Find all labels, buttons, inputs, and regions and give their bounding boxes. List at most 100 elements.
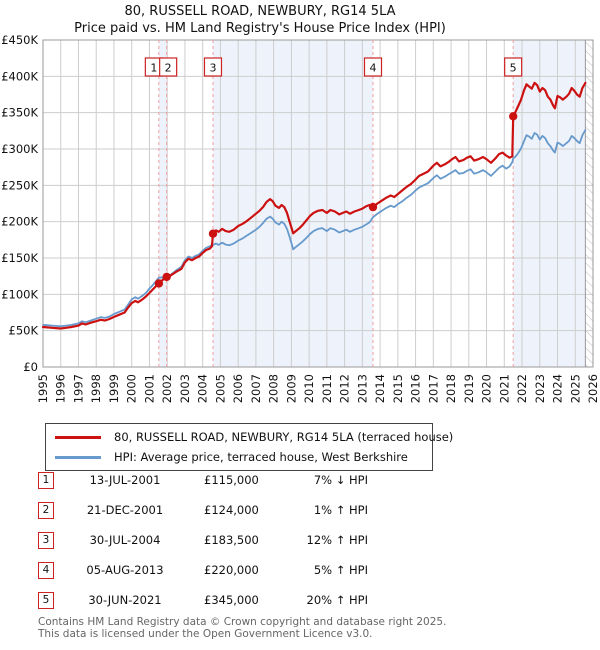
price-history-chart: 1 2 3 4 5 £0 £50K £100K £150K £200K £250K £300K £350… xyxy=(1,33,600,403)
y-tick-label: £250K xyxy=(1,178,38,192)
sale-price: £220,000 xyxy=(204,563,259,577)
sale-marker-badge-4: 4 xyxy=(363,57,383,77)
transaction-row-3: 3 30-JUL-2004 £183,500 12% ↑ HPI xyxy=(0,526,600,556)
sale-vs-hpi: 1% ↑ HPI xyxy=(313,503,368,517)
sale-price: £345,000 xyxy=(204,593,259,607)
x-tick-label: 2010 xyxy=(302,374,316,403)
sale-price: £183,500 xyxy=(204,533,259,547)
y-tick-label: £200K xyxy=(1,215,38,229)
row-number-badge: 5 xyxy=(38,592,54,609)
x-tick-label: 2015 xyxy=(391,374,405,403)
sale-point-3 xyxy=(208,229,218,238)
x-tick-label: 1995 xyxy=(36,374,50,403)
x-tick-label: 2020 xyxy=(480,374,494,403)
x-tick-label: 1998 xyxy=(89,374,103,403)
transaction-row-2: 2 21-DEC-2001 £124,000 1% ↑ HPI xyxy=(0,496,600,526)
sale-date: 21-DEC-2001 xyxy=(86,503,164,517)
x-tick-label: 2007 xyxy=(249,374,263,403)
x-tick-label: 2000 xyxy=(125,374,139,403)
transactions-table: 1 13-JUL-2001 £115,000 7% ↓ HPI 2 21-DEC-2001… xyxy=(0,466,600,616)
red-line-swatch xyxy=(55,435,101,439)
x-tick-label: 2014 xyxy=(373,374,387,403)
transaction-row-5: 5 30-JUN-2021 £345,000 20% ↑ HPI xyxy=(0,586,600,616)
sale-point-5 xyxy=(509,112,518,121)
y-tick-label: £150K xyxy=(1,251,38,265)
sale-date: 13-JUL-2001 xyxy=(89,473,161,487)
y-tick-label: £0 xyxy=(23,360,38,374)
sale-date: 05-AUG-2013 xyxy=(86,563,164,577)
x-tick-label: 2021 xyxy=(497,374,511,403)
x-tick-label: 2009 xyxy=(284,374,298,403)
row-number-badge: 4 xyxy=(38,562,54,579)
blue-line-swatch xyxy=(55,455,101,459)
x-tick-label: 2011 xyxy=(320,374,334,403)
future-hatch-zone xyxy=(585,40,593,367)
y-tick-label: £50K xyxy=(9,324,39,338)
x-tick-label: 2002 xyxy=(160,374,174,403)
price-paid-line xyxy=(41,81,587,330)
chart-title-line2: Price paid vs. HM Land Registry's House … xyxy=(74,21,446,36)
row-number-badge: 1 xyxy=(38,472,54,489)
chart-legend: 80, RUSSELL ROAD, NEWBURY, RG14 5LA (ter… xyxy=(45,423,453,471)
x-tick-label: 2024 xyxy=(551,374,565,403)
y-tick-label: £100K xyxy=(1,287,38,301)
ownership-band xyxy=(513,40,586,367)
legend-item-property: 80, RUSSELL ROAD, NEWBURY, RG14 5LA (ter… xyxy=(46,427,453,447)
x-tick-label: 1999 xyxy=(107,374,121,403)
license-footer: Contains HM Land Registry data © Crown c… xyxy=(38,616,447,640)
transaction-row-1: 1 13-JUL-2001 £115,000 7% ↓ HPI xyxy=(0,466,600,496)
y-tick-label: £350K xyxy=(1,106,38,120)
hpi-line xyxy=(42,129,587,328)
x-tick-label: 2022 xyxy=(515,374,529,403)
x-tick-label: 2017 xyxy=(426,374,440,403)
sale-marker-badge-5: 5 xyxy=(504,57,523,77)
sale-point-2 xyxy=(162,272,171,282)
x-tick-label: 2018 xyxy=(444,374,458,403)
chart-title: 80, RUSSELL ROAD, NEWBURY, RG14 5LA Pric… xyxy=(0,3,520,37)
sale-price: £115,000 xyxy=(204,473,259,487)
sale-date: 30-JUL-2004 xyxy=(89,533,161,547)
svg-text:1: 1 xyxy=(150,62,157,75)
x-tick-label: 2023 xyxy=(533,374,547,403)
x-tick-label: 2008 xyxy=(267,374,281,403)
x-tick-label: 2006 xyxy=(231,374,245,403)
y-tick-label: £400K xyxy=(1,69,38,83)
x-tick-label: 2019 xyxy=(462,374,476,403)
sale-point-4 xyxy=(368,202,378,212)
sale-vs-hpi: 12% ↑ HPI xyxy=(306,533,368,547)
legend-item-hpi: HPI: Average price, terraced house, West… xyxy=(46,447,432,467)
x-tick-label: 1996 xyxy=(54,374,68,403)
sale-date: 30-JUN-2021 xyxy=(88,593,162,607)
sale-vs-hpi: 7% ↓ HPI xyxy=(313,473,368,487)
svg-text:4: 4 xyxy=(370,62,377,75)
svg-text:2: 2 xyxy=(165,62,172,75)
svg-text:3: 3 xyxy=(209,62,216,75)
transaction-row-4: 4 05-AUG-2013 £220,000 5% ↑ HPI xyxy=(0,556,600,586)
x-tick-label: 2004 xyxy=(196,374,210,403)
chart-title-line1: 80, RUSSELL ROAD, NEWBURY, RG14 5LA xyxy=(124,4,396,19)
legend-hpi-label: HPI: Average price, terraced house, West… xyxy=(114,450,408,464)
x-tick-label: 2001 xyxy=(143,374,157,403)
x-tick-label: 1997 xyxy=(72,374,86,403)
x-tick-label: 2005 xyxy=(213,374,227,403)
x-tick-label: 2013 xyxy=(355,374,369,403)
x-tick-label: 2012 xyxy=(338,374,352,403)
sale-price: £124,000 xyxy=(204,503,259,517)
ownership-band xyxy=(158,40,167,367)
row-number-badge: 3 xyxy=(38,532,54,549)
sale-vs-hpi: 20% ↑ HPI xyxy=(306,593,368,607)
sale-marker-badge-3: 3 xyxy=(203,57,223,77)
sale-point-1 xyxy=(154,279,164,288)
x-tick-label: 2016 xyxy=(409,374,423,403)
row-number-badge: 2 xyxy=(38,502,54,519)
sale-vs-hpi: 5% ↑ HPI xyxy=(313,563,368,577)
y-tick-label: £450K xyxy=(1,33,38,47)
footer-line1: Contains HM Land Registry data © Crown c… xyxy=(38,616,447,628)
legend-property-label: 80, RUSSELL ROAD, NEWBURY, RG14 5LA (ter… xyxy=(114,430,454,444)
x-tick-label: 2025 xyxy=(568,374,582,403)
x-tick-label: 2003 xyxy=(178,374,192,403)
sale-marker-badge-2: 2 xyxy=(159,57,178,77)
y-tick-label: £300K xyxy=(1,142,38,156)
footer-line2: This data is licensed under the Open Gov… xyxy=(38,627,373,640)
